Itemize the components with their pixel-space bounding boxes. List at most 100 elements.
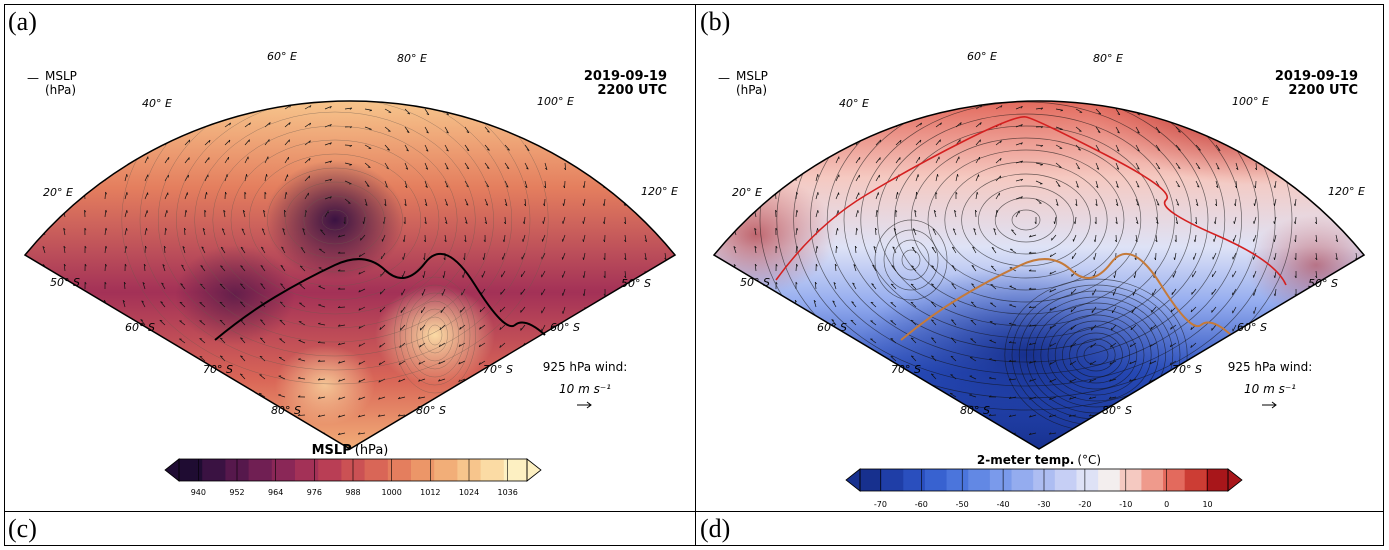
wind-arrow bbox=[458, 360, 466, 365]
wind-arrow bbox=[204, 157, 210, 164]
wind-arrow-head bbox=[971, 283, 974, 285]
wind-arrow bbox=[562, 396, 566, 404]
wind-arrow-head bbox=[397, 431, 401, 434]
wind-arrow-head bbox=[261, 228, 265, 231]
wind-arrow bbox=[870, 338, 877, 344]
wind-arrow-head bbox=[811, 337, 815, 339]
wind-arrow bbox=[809, 392, 817, 398]
wind-arrow-head bbox=[1021, 71, 1023, 73]
wind-arrow-head bbox=[223, 209, 226, 213]
wind-arrow bbox=[505, 55, 509, 60]
wind-arrow bbox=[935, 122, 942, 128]
low-pressure-west bbox=[175, 245, 295, 345]
wind-arrow-head bbox=[1116, 185, 1119, 188]
wind-arrow-head bbox=[84, 299, 87, 303]
wind-arrow bbox=[278, 394, 286, 398]
wind-arrow bbox=[734, 336, 737, 344]
wind-arrow bbox=[139, 446, 146, 449]
isobar bbox=[410, 300, 460, 370]
wind-arrow bbox=[260, 319, 266, 326]
wind-arrow bbox=[1056, 54, 1063, 55]
wind-arrow bbox=[1049, 414, 1057, 418]
wind-arrow bbox=[871, 283, 877, 290]
isobar bbox=[883, 229, 939, 291]
wind-arrow-head bbox=[467, 96, 469, 97]
wind-arrow-head bbox=[180, 427, 183, 429]
wind-arrow bbox=[1355, 198, 1359, 206]
wind-arrow bbox=[830, 356, 837, 362]
wind-arrow-head bbox=[1009, 322, 1012, 325]
wind-arrow bbox=[580, 414, 586, 421]
wind-arrow bbox=[225, 88, 231, 91]
wind-arrow bbox=[124, 138, 127, 146]
wind-arrow bbox=[481, 270, 486, 278]
colorbar-segment bbox=[248, 459, 273, 481]
lon-label-120e: 120° E bbox=[1328, 185, 1365, 198]
wind-arrow-head bbox=[246, 174, 248, 177]
wind-arrow-head bbox=[643, 149, 646, 153]
wind-arrow bbox=[583, 216, 586, 224]
wind-arrow-head bbox=[1333, 311, 1336, 315]
wind-legend-scale: 10 m s⁻¹ bbox=[559, 382, 611, 396]
wind-arrow-head bbox=[879, 104, 882, 107]
wind-arrow-head bbox=[370, 73, 372, 74]
wind-arrow bbox=[662, 306, 666, 314]
wind-arrow-head bbox=[810, 355, 814, 358]
isobar bbox=[157, 101, 513, 357]
wind-arrow bbox=[1335, 198, 1338, 206]
wind-arrow bbox=[936, 71, 943, 73]
wind-arrow bbox=[485, 91, 489, 97]
wind-arrow-head bbox=[664, 257, 667, 261]
wind-arrow-head bbox=[582, 329, 585, 333]
wind-arrow-head bbox=[179, 409, 183, 412]
wind-arrow bbox=[425, 91, 429, 96]
wind-arrow bbox=[1176, 55, 1180, 61]
wind-arrow-head bbox=[1109, 450, 1111, 451]
lat-label-80s-left: 80° S bbox=[960, 404, 990, 417]
wind-arrow-head bbox=[228, 139, 231, 143]
wind-arrow-head bbox=[662, 311, 664, 314]
wind-arrow-head bbox=[751, 408, 755, 411]
wind-arrow bbox=[1049, 270, 1057, 275]
wind-arrow-head bbox=[1335, 257, 1338, 261]
wind-arrow-head bbox=[25, 155, 28, 159]
wind-arrow bbox=[43, 336, 46, 344]
wind-arrow-head bbox=[1061, 73, 1063, 74]
wind-arrow-head bbox=[25, 173, 27, 177]
wind-arrow-head bbox=[478, 380, 481, 383]
wind-arrow bbox=[25, 86, 29, 91]
wind-arrow bbox=[1089, 396, 1097, 400]
wind-arrow-head bbox=[417, 396, 421, 399]
wind-arrow bbox=[1274, 270, 1277, 278]
wind-arrow-head bbox=[445, 221, 448, 224]
wind-arrow-head bbox=[1169, 344, 1172, 348]
wind-arrow bbox=[382, 234, 386, 242]
wind-arrow-head bbox=[44, 155, 47, 159]
wind-arrow-head bbox=[159, 427, 163, 430]
wind-arrow bbox=[45, 50, 50, 55]
wind-arrow bbox=[815, 156, 818, 164]
wind-arrow-head bbox=[755, 155, 758, 159]
wind-arrow-head bbox=[623, 293, 626, 297]
isobar bbox=[978, 185, 1074, 255]
wind-arrow bbox=[579, 451, 585, 455]
wind-arrow bbox=[163, 246, 166, 254]
wind-arrow bbox=[478, 360, 486, 365]
wind-arrow bbox=[1155, 108, 1161, 116]
wind-arrow bbox=[1129, 432, 1137, 436]
wind-arrow-head bbox=[1294, 329, 1296, 333]
wind-arrow bbox=[1274, 234, 1277, 242]
wind-arrow bbox=[1331, 378, 1337, 385]
wind-arrow-head bbox=[25, 389, 26, 393]
wind-arrow bbox=[1350, 414, 1357, 421]
wind-arrow-head bbox=[507, 77, 509, 78]
wind-arrow bbox=[345, 90, 352, 91]
wind-arrow-head bbox=[796, 101, 799, 105]
wind-arrow-head bbox=[1350, 381, 1353, 385]
wind-arrow-head bbox=[487, 149, 490, 151]
wind-arrow bbox=[732, 408, 737, 416]
wind-arrow-head bbox=[639, 399, 642, 402]
wind-arrow bbox=[815, 246, 818, 254]
lat-label-50s-left: 50° S bbox=[50, 276, 80, 289]
wind-arrow bbox=[1352, 451, 1356, 457]
